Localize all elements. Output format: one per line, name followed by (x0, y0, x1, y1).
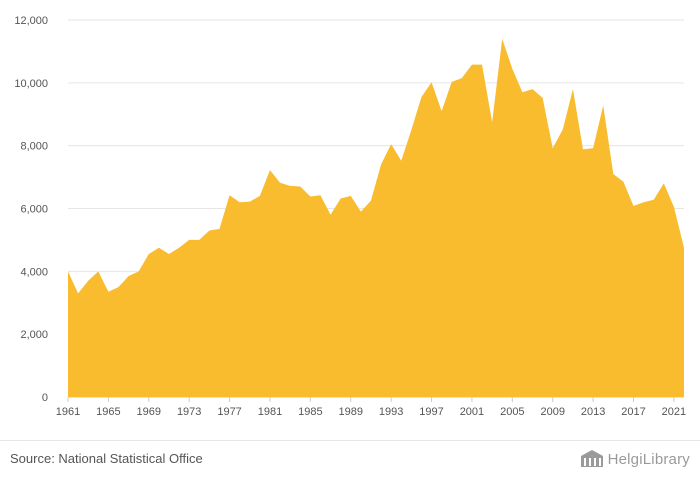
data-point[interactable] (196, 237, 202, 243)
data-point[interactable] (459, 75, 465, 81)
data-point[interactable] (338, 195, 344, 201)
x-tick-label: 2009 (540, 406, 564, 418)
data-point[interactable] (499, 36, 505, 42)
data-point[interactable] (530, 86, 536, 92)
data-point[interactable] (540, 95, 546, 101)
data-point[interactable] (287, 183, 293, 189)
data-point[interactable] (115, 284, 121, 290)
data-point[interactable] (388, 141, 394, 147)
series-area (68, 38, 684, 397)
data-point[interactable] (136, 268, 142, 274)
brand-name: HelgiLibrary (607, 450, 690, 468)
data-point[interactable] (237, 199, 243, 205)
data-point[interactable] (257, 193, 263, 199)
data-point[interactable] (348, 193, 354, 199)
x-tick-label: 1997 (419, 406, 443, 418)
data-point[interactable] (651, 197, 657, 203)
x-tick-label: 1985 (298, 406, 322, 418)
data-point[interactable] (156, 245, 162, 251)
data-point[interactable] (247, 199, 253, 205)
data-point[interactable] (631, 203, 637, 209)
data-point[interactable] (328, 212, 334, 218)
area-series (65, 36, 687, 397)
data-point[interactable] (307, 194, 313, 200)
x-axis-ticks: 1961 1965 1969 1973 1977 1981 1985 1989 1993 1997… (56, 397, 686, 418)
data-point[interactable] (600, 102, 606, 108)
data-point[interactable] (439, 108, 445, 114)
building-icon (580, 450, 603, 467)
data-point[interactable] (489, 119, 495, 125)
data-point[interactable] (317, 192, 323, 198)
data-point[interactable] (641, 199, 647, 205)
data-point[interactable] (297, 184, 303, 190)
data-point[interactable] (580, 146, 586, 152)
data-point[interactable] (95, 268, 101, 274)
data-point[interactable] (560, 126, 566, 132)
y-tick-label: 10,000 (14, 78, 48, 90)
data-point[interactable] (590, 145, 596, 151)
data-point[interactable] (126, 273, 132, 279)
y-tick-label: 0 (42, 392, 48, 404)
data-point[interactable] (85, 278, 91, 284)
data-point[interactable] (620, 179, 626, 185)
x-tick-label: 2001 (460, 406, 484, 418)
chart-footer: Source: National Statistical Office Helg… (0, 440, 700, 484)
x-tick-label: 1965 (96, 406, 120, 418)
data-point[interactable] (408, 127, 414, 133)
data-point[interactable] (368, 198, 374, 204)
data-point[interactable] (146, 251, 152, 257)
x-tick-label: 1977 (217, 406, 241, 418)
data-point[interactable] (469, 62, 475, 68)
data-point[interactable] (358, 209, 364, 215)
data-point[interactable] (610, 171, 616, 177)
data-point[interactable] (105, 289, 111, 295)
data-point[interactable] (398, 158, 404, 164)
y-tick-label: 6,000 (20, 204, 48, 216)
data-point[interactable] (429, 79, 435, 85)
data-point[interactable] (671, 204, 677, 210)
data-point[interactable] (216, 226, 222, 232)
data-point[interactable] (449, 79, 455, 85)
data-point[interactable] (378, 162, 384, 168)
data-point[interactable] (206, 227, 212, 233)
data-point[interactable] (75, 290, 81, 296)
x-tick-label: 1989 (339, 406, 363, 418)
data-point[interactable] (277, 180, 283, 186)
data-point[interactable] (661, 180, 667, 186)
x-tick-label: 1961 (56, 406, 80, 418)
source-note: Source: National Statistical Office (10, 451, 203, 466)
brand-logo[interactable]: HelgiLibrary (580, 450, 690, 468)
data-point[interactable] (176, 245, 182, 251)
data-point[interactable] (550, 145, 556, 151)
data-point[interactable] (267, 167, 273, 173)
data-point[interactable] (681, 245, 687, 251)
data-point[interactable] (570, 86, 576, 92)
x-tick-label: 1993 (379, 406, 403, 418)
x-tick-label: 2005 (500, 406, 524, 418)
x-tick-label: 1981 (258, 406, 282, 418)
data-point[interactable] (418, 94, 424, 100)
data-point[interactable] (519, 89, 525, 95)
data-point[interactable] (65, 268, 71, 274)
data-point[interactable] (479, 62, 485, 68)
x-tick-label: 1969 (137, 406, 161, 418)
y-tick-label: 12,000 (14, 15, 48, 27)
y-axis-ticks: 0 2,000 4,000 6,000 8,000 10,000 12,000 (14, 15, 48, 404)
y-tick-label: 4,000 (20, 266, 48, 278)
data-point[interactable] (166, 251, 172, 257)
y-tick-label: 2,000 (20, 329, 48, 341)
x-tick-label: 2017 (621, 406, 645, 418)
x-tick-label: 2013 (581, 406, 605, 418)
x-tick-label: 1973 (177, 406, 201, 418)
x-tick-label: 2021 (662, 406, 686, 418)
data-point[interactable] (186, 237, 192, 243)
data-point[interactable] (509, 66, 515, 72)
data-point[interactable] (227, 192, 233, 198)
y-tick-label: 8,000 (20, 141, 48, 153)
